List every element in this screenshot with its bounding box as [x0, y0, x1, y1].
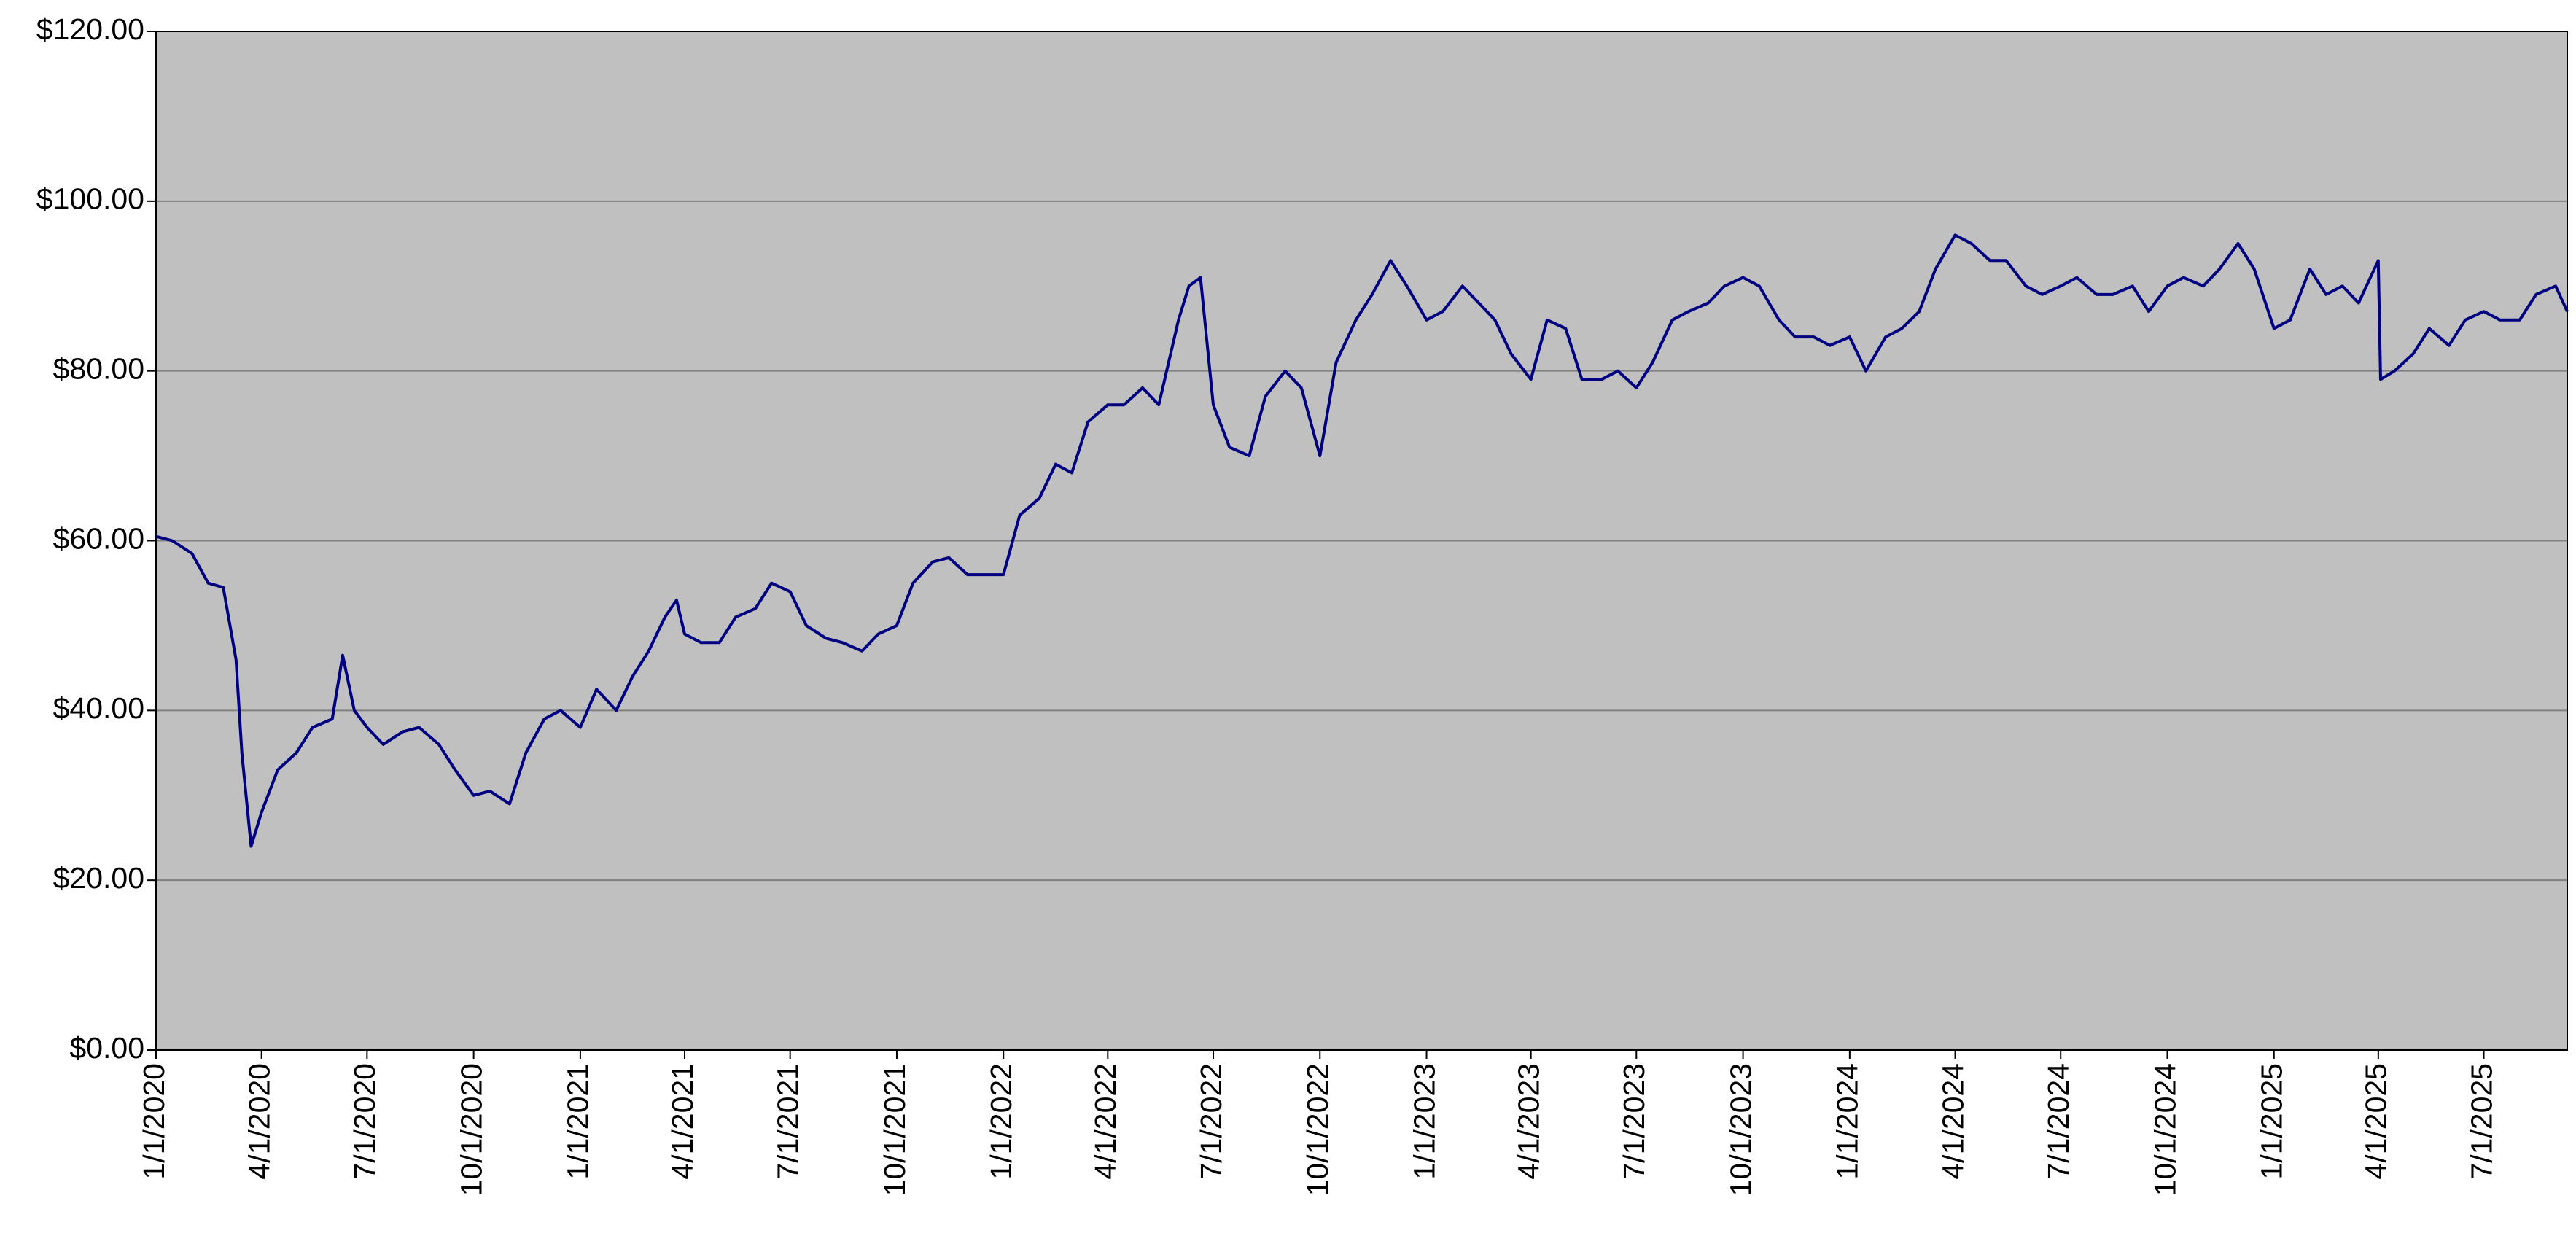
x-tick-label: 1/1/2025: [2255, 1063, 2289, 1180]
x-tick-label: 1/1/2024: [1831, 1063, 1864, 1180]
x-tick-label: 10/1/2020: [454, 1063, 488, 1196]
x-tick-label: 4/1/2020: [243, 1063, 276, 1180]
x-tick-label: 7/1/2025: [2464, 1063, 2498, 1180]
x-tick-label: 1/1/2021: [561, 1063, 595, 1180]
x-tick-label: 7/1/2021: [771, 1063, 805, 1180]
y-tick-label: $120.00: [36, 12, 144, 46]
y-tick-label: $80.00: [53, 351, 144, 385]
price-line: [155, 233, 2569, 848]
y-tick-label: $60.00: [53, 521, 144, 555]
y-tick-label: $40.00: [53, 691, 144, 725]
x-tick-label: 4/1/2025: [2359, 1063, 2393, 1180]
plot-border: [155, 31, 2568, 1051]
x-tick-label: 10/1/2024: [2148, 1063, 2182, 1196]
y-tick-label: $0.00: [69, 1031, 144, 1065]
y-tick-label: $20.00: [53, 861, 144, 895]
x-tick-label: 7/1/2023: [1617, 1063, 1651, 1180]
x-tick-label: 4/1/2023: [1511, 1063, 1545, 1180]
y-tick-label: $100.00: [36, 182, 144, 216]
x-tick-label: 1/1/2022: [984, 1063, 1018, 1180]
x-tick-label: 1/1/2023: [1407, 1063, 1441, 1180]
x-tick-label: 10/1/2021: [878, 1063, 911, 1196]
x-tick-label: 10/1/2023: [1724, 1063, 1757, 1196]
x-tick-label: 7/1/2024: [2042, 1063, 2075, 1180]
x-tick-label: 7/1/2020: [348, 1063, 381, 1180]
x-tick-label: 10/1/2022: [1301, 1063, 1334, 1196]
x-tick-label: 1/1/2020: [137, 1063, 171, 1180]
x-tick-label: 4/1/2021: [666, 1063, 699, 1180]
x-tick-label: 4/1/2024: [1936, 1063, 1969, 1180]
x-tick-label: 4/1/2022: [1089, 1063, 1122, 1180]
x-tick-label: 7/1/2022: [1194, 1063, 1228, 1180]
